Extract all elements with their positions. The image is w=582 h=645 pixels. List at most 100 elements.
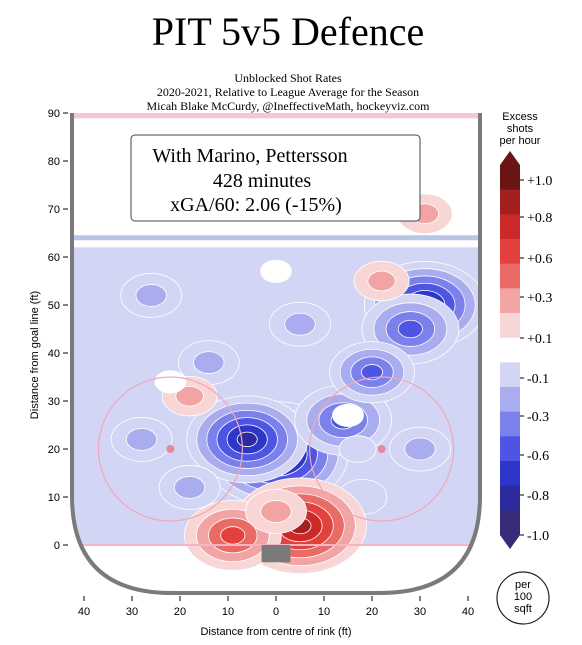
colorbar-step: [500, 214, 520, 240]
y-tick-label: 0: [54, 540, 60, 552]
colorbar-step: [500, 263, 520, 289]
heatmap-hotspot: [389, 426, 451, 472]
heatmap-hotspot: [269, 301, 331, 347]
colorbar-bottom-arrow: [500, 535, 520, 549]
heatmap-area: [72, 113, 480, 593]
x-tick-label: 20: [174, 606, 186, 618]
colorbar-tick-label: -0.8: [527, 489, 549, 504]
heatmap-level: [332, 403, 364, 427]
heatmap-level: [397, 319, 423, 339]
rink-boards: [70, 113, 482, 595]
heatmap-level: [193, 351, 225, 374]
heatmap-hotspot: [260, 259, 292, 283]
colorbar-tick-label: +1.0: [527, 174, 552, 189]
colorbar-tick-label: -0.3: [527, 410, 549, 425]
unit-line-3: sqft: [514, 603, 532, 615]
heatmap-hotspot: [177, 340, 240, 385]
colorbar-title-1: Excess: [502, 111, 538, 123]
heatmap-hotspot: [338, 435, 377, 463]
heatmap-hotspot: [154, 370, 187, 394]
y-tick-label: 60: [48, 252, 60, 264]
colorbar-step: [500, 337, 520, 363]
heatmap-level: [220, 526, 246, 545]
colorbar-step: [500, 510, 520, 536]
heatmap-hotspot: [353, 260, 410, 302]
colorbar-step: [500, 189, 520, 215]
colorbar-title-3: per hour: [500, 135, 541, 147]
annotation-line-2: 428 minutes: [213, 170, 312, 192]
heatmap-level: [154, 370, 187, 394]
faceoff-circle: [309, 376, 455, 522]
heatmap-level: [404, 437, 436, 461]
colorbar-top-arrow: [500, 151, 520, 165]
colorbar-tick-label: -0.1: [527, 372, 549, 387]
colorbar-step: [500, 313, 520, 339]
heatmap-hotspot: [332, 403, 364, 427]
heatmap-level: [125, 428, 158, 451]
heatmap-level: [173, 476, 206, 499]
goal-net: [261, 545, 291, 563]
x-tick-label: 30: [414, 606, 426, 618]
y-tick-label: 10: [48, 492, 60, 504]
heatmap-level: [260, 500, 292, 523]
rink-markings: [72, 113, 480, 563]
colorbar-tick-label: +0.8: [527, 211, 552, 226]
heatmap-level: [284, 312, 316, 336]
contour-layer: [72, 193, 480, 575]
y-tick-label: 70: [48, 204, 60, 216]
colorbar-step: [500, 436, 520, 462]
heatmap-level: [175, 385, 204, 407]
heatmap-level: [260, 259, 292, 283]
heatmap-hotspot: [186, 395, 309, 484]
colorbar-step: [500, 165, 520, 191]
heatmap-hotspot: [110, 417, 173, 462]
heatmap-level: [360, 364, 384, 381]
x-tick-label: 40: [78, 606, 90, 618]
y-tick-label: 80: [48, 156, 60, 168]
subtitle-line-1: Unblocked Shot Rates: [234, 71, 342, 85]
y-axis-label: Distance from goal line (ft): [29, 291, 41, 419]
faceoff-circle: [97, 376, 243, 522]
colorbar-step: [500, 362, 520, 388]
subtitle-line-3: Micah Blake McCurdy, @IneffectiveMath, h…: [147, 99, 431, 113]
heatmap-level: [135, 284, 167, 307]
x-axis-label: Distance from centre of rink (ft): [201, 626, 352, 638]
colorbar-tick-label: -0.6: [527, 449, 549, 464]
colorbar-step: [500, 461, 520, 487]
heatmap-level: [367, 270, 396, 292]
annotation-box: With Marino, Pettersson 428 minutes xGA/…: [130, 134, 421, 222]
heatmap-hotspot: [245, 489, 307, 534]
x-tick-label: 10: [318, 606, 330, 618]
faceoff-dot: [377, 445, 386, 453]
y-tick-label: 40: [48, 348, 60, 360]
colorbar-tick-label: -1.0: [527, 529, 549, 544]
heatmap-level: [338, 435, 377, 463]
colorbar-step: [500, 387, 520, 413]
colorbar: Excess shots per hour +1.0 +0.8 +0.6 +0.3 +0…: [496, 111, 552, 625]
subtitle-line-2: 2020-2021, Relative to League Average fo…: [157, 85, 419, 99]
colorbar-step: [500, 485, 520, 511]
faceoff-dot: [166, 445, 175, 453]
x-tick-label: 10: [222, 606, 234, 618]
colorbar-tick-label: +0.1: [527, 332, 552, 347]
heatmap-level: [236, 431, 258, 448]
annotation-line-1: With Marino, Pettersson: [152, 145, 347, 167]
heatmap-hotspot: [361, 293, 460, 365]
colorbar-step: [500, 411, 520, 437]
colorbar-title-2: shots: [507, 123, 534, 135]
y-tick-label: 50: [48, 300, 60, 312]
colorbar-step: [500, 239, 520, 265]
x-tick-label: 0: [273, 606, 279, 618]
x-tick-label: 30: [126, 606, 138, 618]
colorbar-tick-label: +0.6: [527, 252, 552, 267]
heatmap-hotspot: [329, 341, 415, 404]
unit-circle: [496, 571, 550, 625]
x-tick-label: 40: [462, 606, 474, 618]
heatmap-hotspot: [120, 273, 183, 318]
x-tick-label: 20: [366, 606, 378, 618]
axes: 40 30 20 10 0 10 20 30 40 0 10 20 30 40 50 60 70 80 90: [48, 108, 474, 618]
y-tick-label: 30: [48, 396, 60, 408]
annotation-frame: [130, 134, 421, 222]
y-tick-label: 90: [48, 108, 60, 120]
